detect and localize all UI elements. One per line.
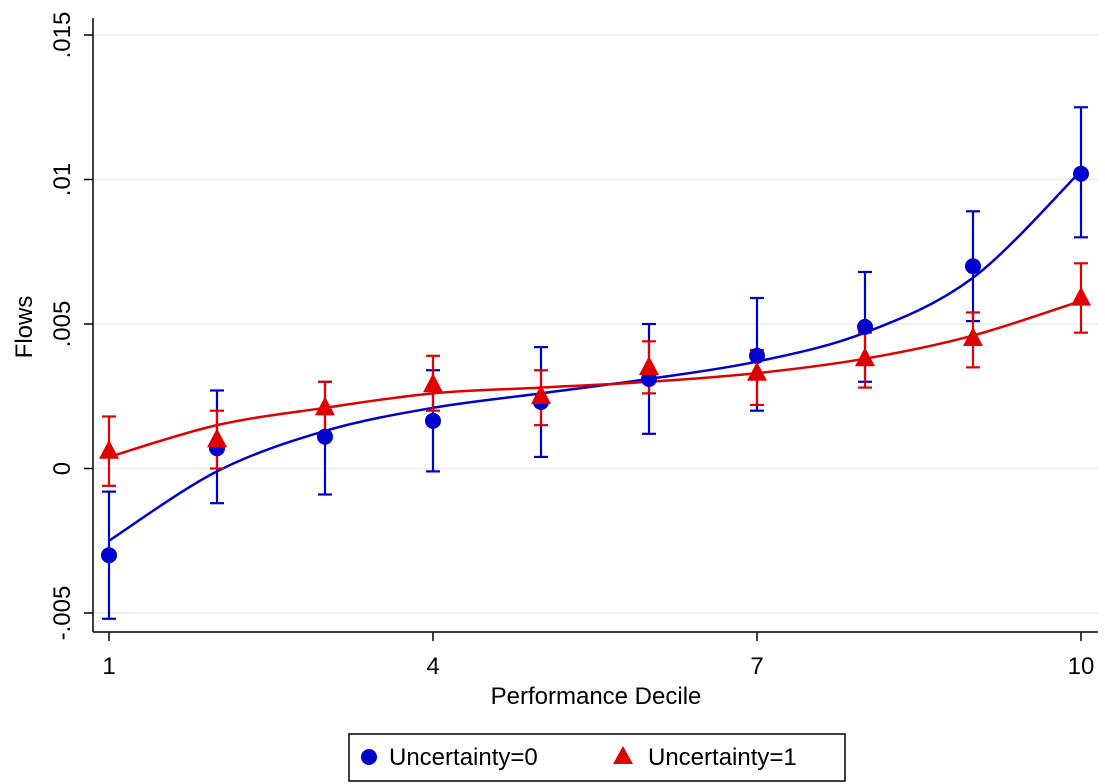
- fit-curves: [108, 169, 1082, 542]
- x-axis-title: Performance Decile: [491, 683, 702, 710]
- y-tick-label: .005: [49, 301, 76, 348]
- x-tick-label: 4: [426, 653, 439, 680]
- legend-marker-uncertainty-0: [361, 749, 377, 765]
- point-uncertainty-0: [317, 428, 333, 445]
- x-tick-label: 1: [102, 653, 115, 680]
- point-uncertainty-1: [639, 355, 659, 375]
- legend-items: Uncertainty=0 Uncertainty=1: [361, 744, 797, 771]
- point-uncertainty-1: [315, 396, 335, 416]
- point-uncertainty-0: [101, 547, 117, 564]
- x-tick-labels: 1 4 7 10: [102, 653, 1094, 680]
- legend-label-uncertainty-1: Uncertainty=1: [648, 744, 797, 771]
- x-tick-label: 7: [750, 653, 763, 680]
- point-uncertainty-0: [1073, 165, 1089, 182]
- y-tick-label: -.005: [49, 586, 76, 641]
- y-tick-labels: -.005 0 .005 .01 .015: [49, 12, 76, 641]
- point-uncertainty-1: [963, 327, 983, 347]
- point-uncertainty-1: [855, 347, 875, 367]
- axes: [84, 18, 1098, 641]
- x-tick-label: 10: [1068, 653, 1095, 680]
- y-tick-label: .015: [49, 12, 76, 59]
- legend: Uncertainty=0 Uncertainty=1: [348, 733, 846, 782]
- legend-label-uncertainty-0: Uncertainty=0: [389, 744, 538, 771]
- legend-marker-uncertainty-1: [613, 746, 633, 764]
- point-uncertainty-1: [99, 439, 119, 459]
- point-uncertainty-1: [207, 428, 227, 448]
- error-bars: [102, 106, 1088, 620]
- grid-lines: [93, 34, 1098, 614]
- point-uncertainty-0: [749, 347, 765, 364]
- data-markers: [99, 165, 1091, 564]
- y-tick-label: .01: [49, 163, 76, 196]
- y-axis-title: Flows: [11, 296, 38, 359]
- point-uncertainty-1: [423, 373, 443, 393]
- point-uncertainty-1: [747, 361, 767, 381]
- fit-curve-uncertainty-1: [108, 299, 1082, 459]
- legend-box: [348, 733, 846, 782]
- point-uncertainty-1: [531, 384, 551, 404]
- point-uncertainty-1: [1071, 286, 1091, 306]
- point-uncertainty-0: [425, 412, 441, 429]
- point-uncertainty-0: [857, 318, 873, 335]
- y-tick-label: 0: [49, 462, 76, 475]
- fit-curve-uncertainty-0: [108, 169, 1082, 542]
- point-uncertainty-0: [965, 258, 981, 275]
